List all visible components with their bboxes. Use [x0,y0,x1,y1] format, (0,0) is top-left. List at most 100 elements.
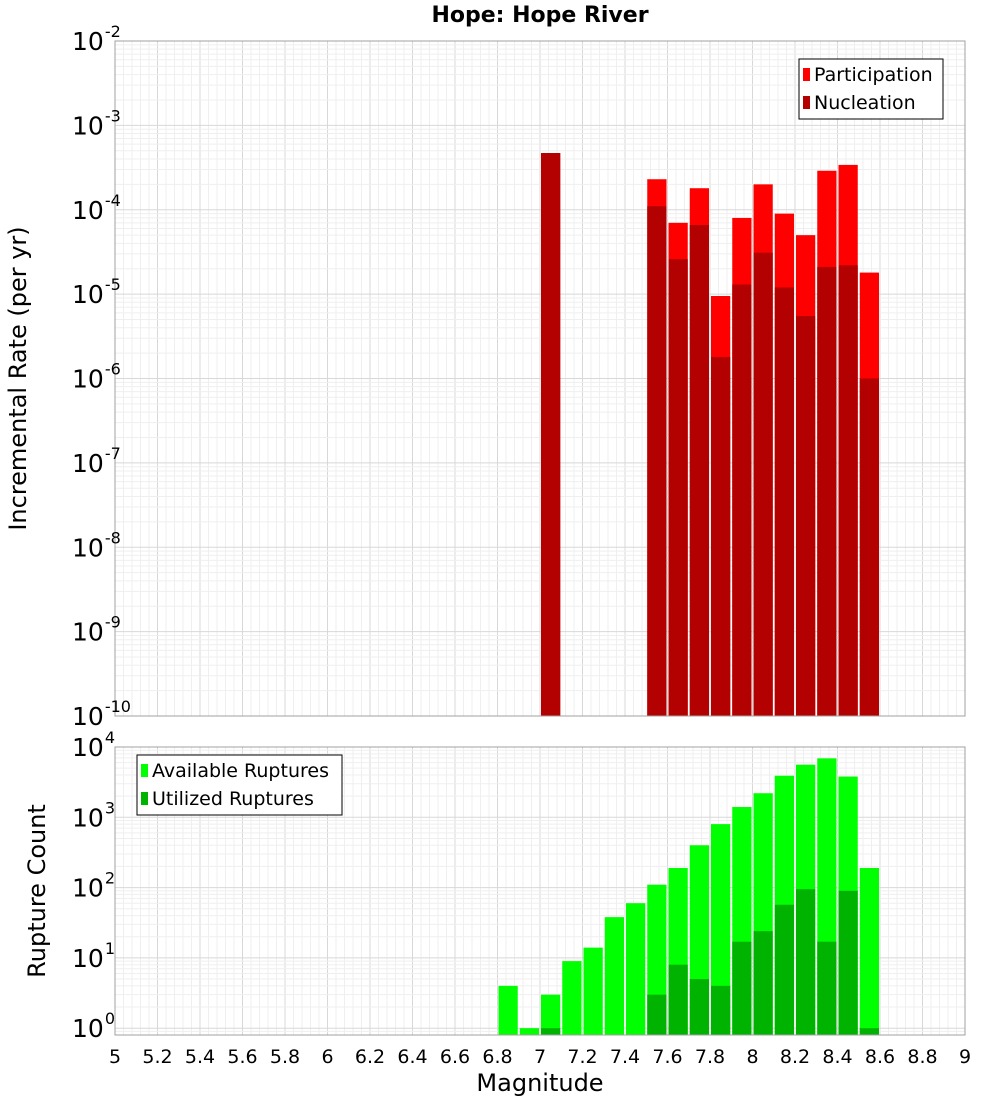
bar [562,961,582,1035]
legend: Participation Nucleation [798,58,944,120]
x-tick-label: 5 [109,1046,121,1068]
x-tick-label: 5.8 [270,1046,300,1068]
y-tick-base: 10 [72,111,104,140]
y-tick-base: 10 [72,1014,104,1043]
y-tick-exponent: 0 [105,1009,115,1028]
bar [519,1028,539,1035]
y-tick-label: 101 [72,939,115,973]
y-tick-base: 10 [72,944,104,973]
x-tick-label: 7 [534,1046,546,1068]
bar [647,206,667,716]
legend-swatch [803,68,810,81]
x-tick-label: 6.4 [397,1046,427,1068]
plot-border [114,40,966,717]
x-tick-label: 6.6 [440,1046,470,1068]
y-axis-label: Rupture Count [23,804,51,978]
bar [859,378,879,716]
bar [753,252,773,716]
x-tick-label: 7.4 [610,1046,640,1068]
x-tick-label: 6 [321,1046,333,1068]
y-tick-base: 10 [72,365,104,394]
y-tick-base: 10 [72,702,104,731]
series-nucleation [541,153,879,716]
y-tick-exponent: -10 [105,697,131,716]
y-tick-base: 10 [72,618,104,647]
bar [753,931,773,1035]
legend-swatch [141,764,148,777]
x-tick-label: 6.8 [482,1046,512,1068]
x-tick-label: 8.8 [907,1046,937,1068]
y-tick-exponent: 2 [105,869,115,888]
bar [859,867,879,1035]
legend-swatch [803,96,810,109]
x-tick-label: 7.6 [652,1046,682,1068]
y-tick-exponent: -5 [105,275,121,294]
panel-rate: 10-1010-910-810-710-610-510-410-310-2Inc… [4,3,966,731]
bar [541,153,561,716]
y-tick-label: 10-2 [72,22,121,56]
y-tick-exponent: -4 [105,191,121,210]
chart-title: Hope: Hope River [431,3,648,28]
bar [817,266,837,716]
y-tick-base: 10 [72,874,104,903]
bar [541,1028,561,1035]
y-tick-exponent: -3 [105,106,121,125]
y-tick-label: 10-6 [72,360,121,394]
x-tick-label: 9 [959,1046,971,1068]
y-tick-exponent: 3 [105,798,115,817]
x-tick-label: 8 [746,1046,758,1068]
bar [583,947,603,1035]
y-tick-base: 10 [72,449,104,478]
bar [711,824,731,1035]
x-tick-label: 6.2 [355,1046,385,1068]
bar [668,964,688,1035]
bar [711,356,731,716]
bar [604,917,624,1035]
legend-label: Participation [814,64,933,86]
bar [838,890,858,1035]
x-tick-label: 5.4 [185,1046,215,1068]
y-tick-exponent: -8 [105,528,121,547]
bar [541,994,561,1035]
legend-box [136,754,343,816]
y-tick-label: 103 [72,798,115,832]
bar [774,904,794,1035]
series-utilized-ruptures [541,889,879,1035]
y-tick-base: 10 [72,27,104,56]
y-tick-label: 10-4 [72,191,121,225]
legend-label: Nucleation [814,92,916,114]
bar [838,265,858,716]
y-tick-label: 104 [72,728,115,762]
legend: Available Ruptures Utilized Ruptures [136,754,343,816]
x-axis-label: Magnitude [476,1069,603,1097]
y-tick-label: 10-8 [72,528,121,562]
bar [626,903,646,1035]
y-tick-label: 10-5 [72,275,121,309]
x-tick-label: 8.6 [865,1046,895,1068]
bar [668,259,688,716]
y-tick-exponent: -6 [105,360,121,379]
y-tick-base: 10 [72,280,104,309]
y-tick-exponent: 4 [105,728,115,747]
bar [711,985,731,1035]
legend-box [798,58,944,120]
bar [774,287,794,716]
bar [732,284,752,716]
y-tick-label: 10-10 [72,697,131,731]
bar [732,941,752,1035]
bar [859,1028,879,1035]
legend-swatch [141,792,148,805]
x-tick-label: 7.8 [695,1046,725,1068]
x-tick-label: 8.2 [780,1046,810,1068]
y-tick-exponent: 1 [105,939,115,958]
y-tick-label: 102 [72,869,115,903]
y-tick-label: 10-9 [72,613,121,647]
x-tick-label: 5.6 [227,1046,257,1068]
bar [817,941,837,1035]
y-tick-exponent: -2 [105,22,121,41]
plot-border [114,746,966,1036]
legend-label: Available Ruptures [152,760,329,782]
